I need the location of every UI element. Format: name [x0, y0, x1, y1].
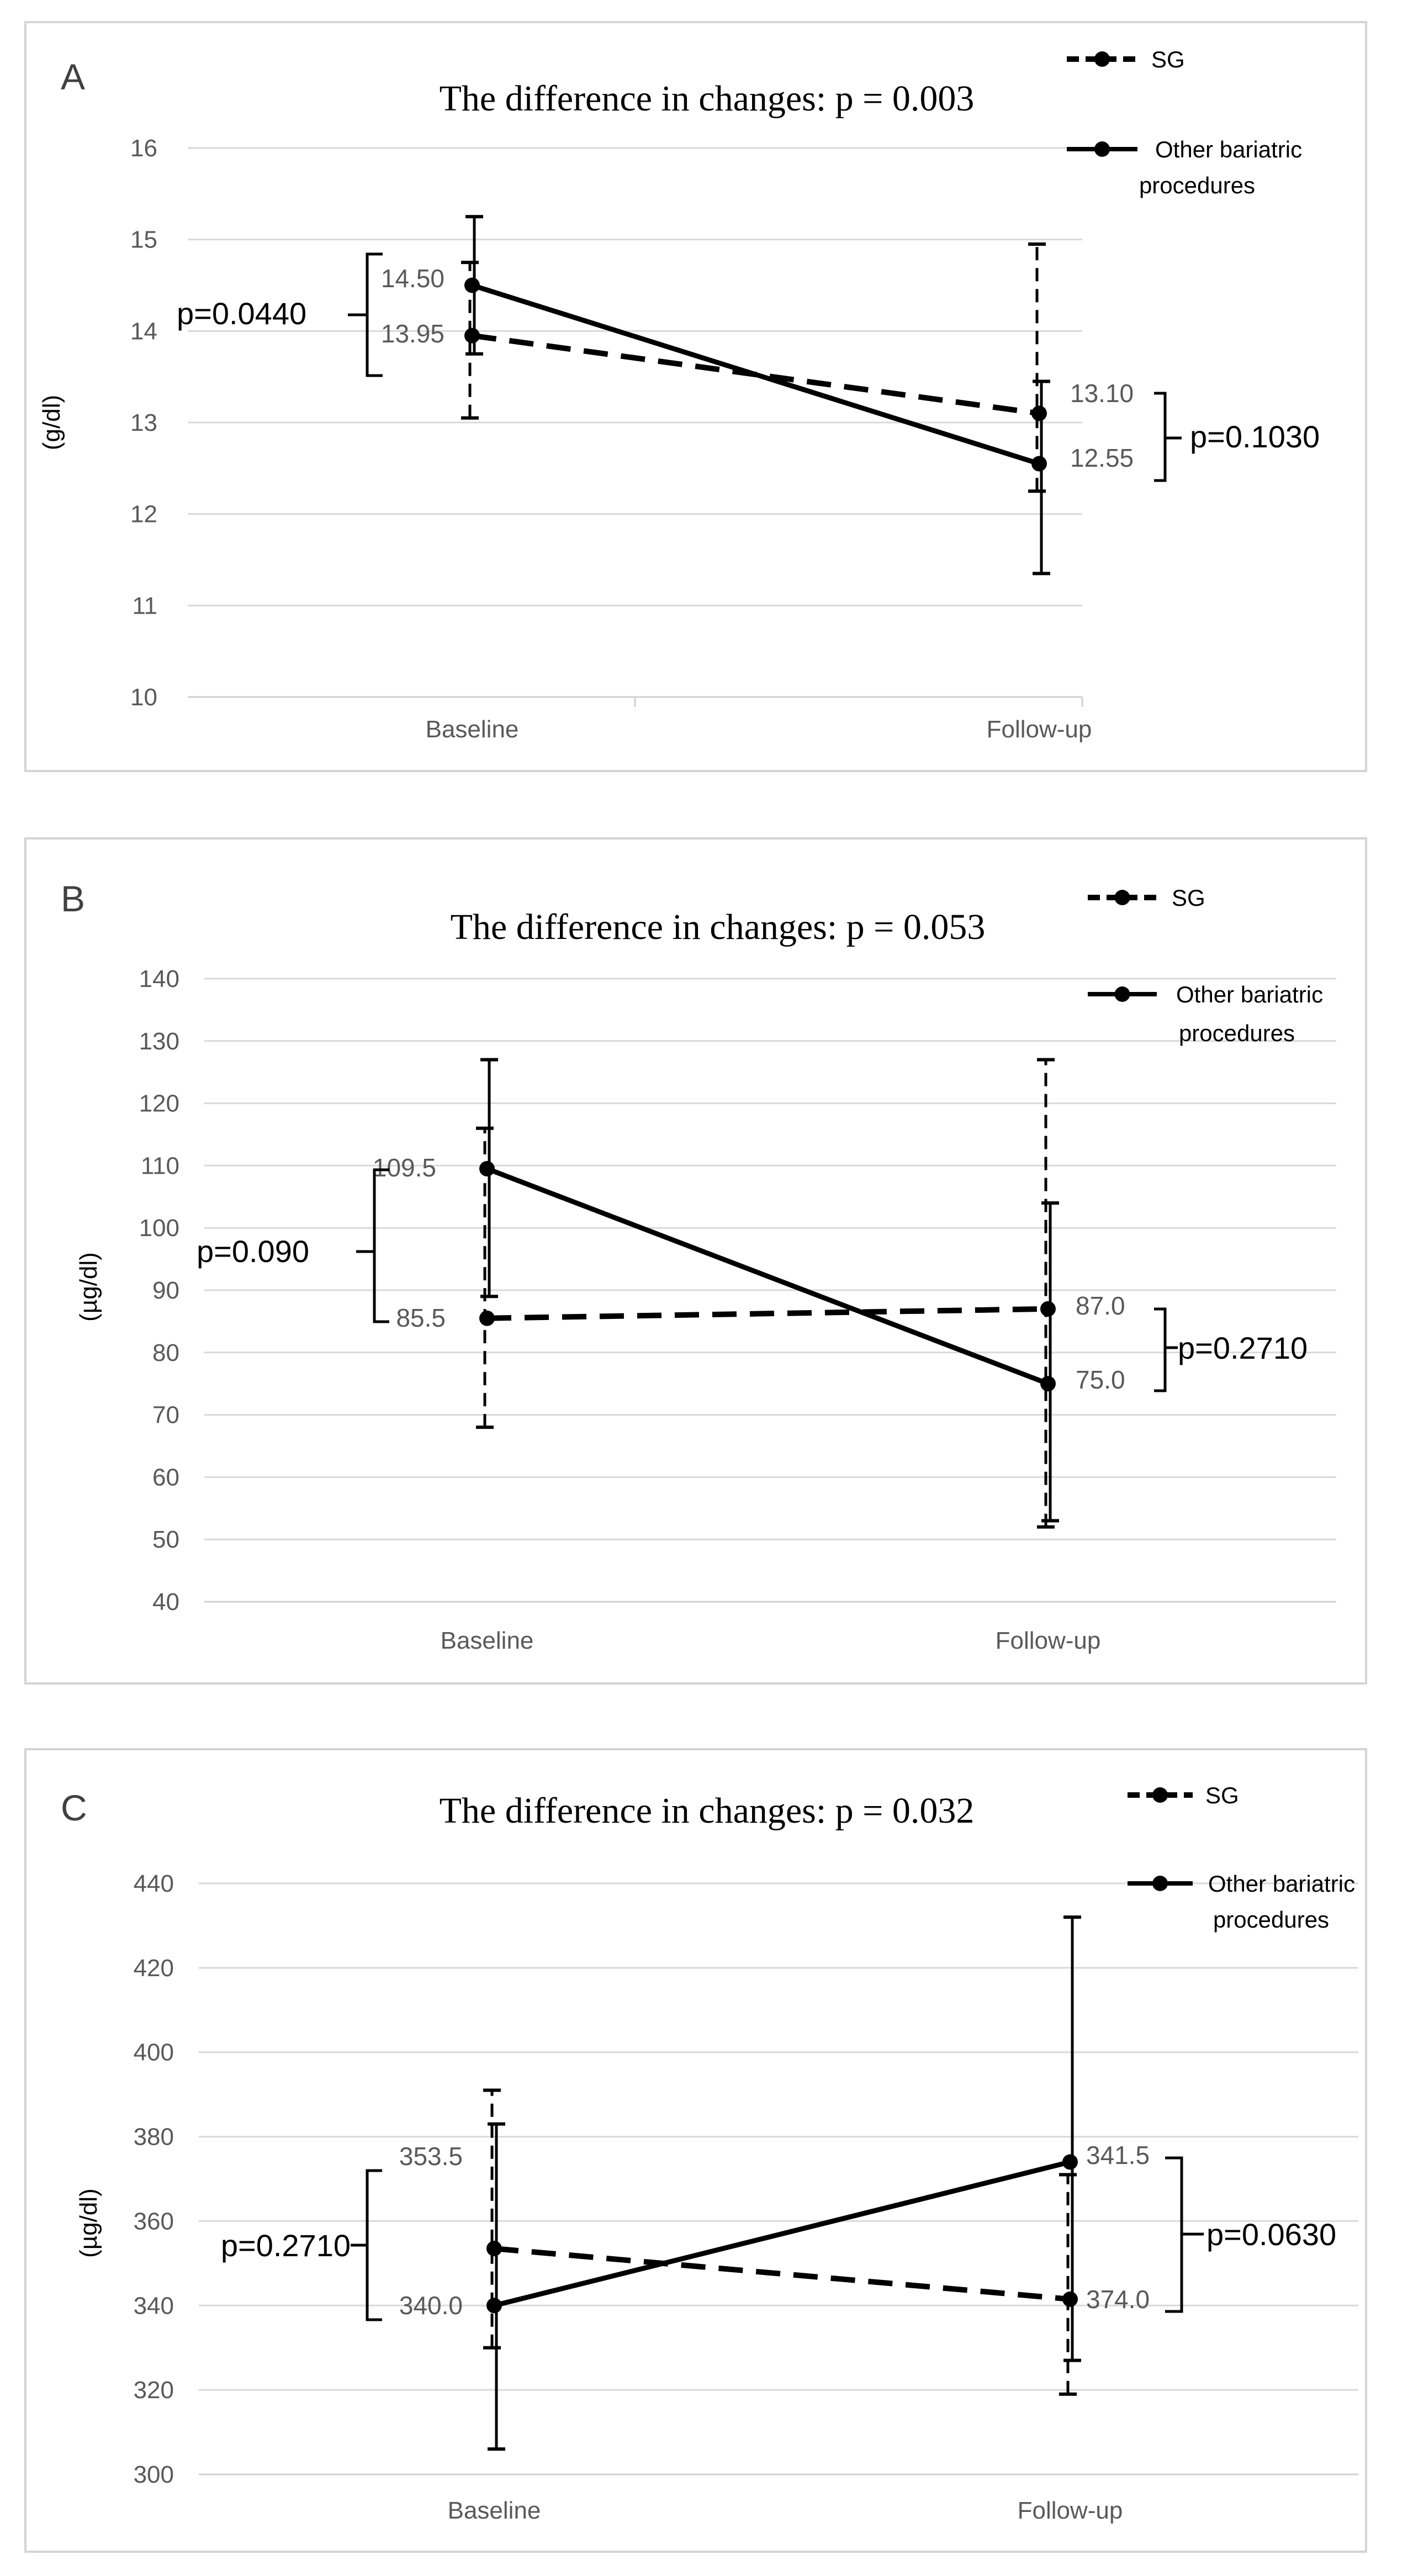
y-tick-label: 140 [139, 965, 179, 993]
sg-data-point [464, 328, 480, 344]
sg-data-point [486, 2241, 502, 2257]
chart-panel-c: C The difference in changes: p = 0.032 300… [24, 1748, 1367, 2553]
other-followup-value-label: 374.0 [1086, 2285, 1150, 2314]
y-tick-label: 120 [139, 1090, 179, 1117]
x-category-label: Baseline [426, 716, 519, 743]
legend-other-marker [1152, 1876, 1168, 1891]
chart-title: The difference in changes: p = 0.032 [440, 1791, 975, 1831]
x-category-label: Baseline [448, 2497, 541, 2524]
legend-sg-marker [1114, 890, 1130, 905]
x-category-label: Follow-up [1018, 2497, 1123, 2524]
y-tick-label: 300 [134, 2461, 174, 2488]
y-tick-label: 10 [130, 684, 157, 711]
y-tick-label: 380 [134, 2124, 174, 2151]
y-tick-label: 360 [134, 2208, 174, 2235]
y-tick-label: 14 [130, 318, 157, 345]
panel-frame [24, 1748, 1367, 2553]
y-tick-label: 340 [134, 2292, 174, 2319]
other-data-point [1031, 456, 1047, 472]
other-baseline-value-label: 14.50 [381, 264, 444, 293]
y-tick-label: 16 [130, 135, 157, 162]
sg-data-point [1031, 405, 1047, 421]
other-baseline-value-label: 109.5 [373, 1153, 436, 1182]
legend-sg-marker [1094, 51, 1110, 67]
y-tick-label: 12 [130, 501, 157, 528]
legend-other-label: Other bariatric procedures [1139, 136, 1302, 198]
sg-followup-value-label: 13.10 [1070, 379, 1134, 408]
legend-sg-label: SG [1151, 46, 1185, 72]
p-value-bracket [1154, 1307, 1167, 1392]
panel-letter: B [61, 878, 85, 919]
y-tick-label: 110 [141, 1152, 179, 1179]
panel-letter: A [61, 56, 85, 97]
other-data-point [464, 277, 480, 293]
y-tick-label: 40 [152, 1588, 179, 1616]
other-data-point [486, 2298, 502, 2314]
y-tick-label: 130 [139, 1028, 179, 1055]
x-category-label: Follow-up [987, 716, 1092, 743]
sg-baseline-value-label: 13.95 [381, 319, 444, 348]
y-tick-label: 70 [152, 1402, 179, 1429]
y-tick-label: 320 [134, 2377, 174, 2404]
sg-data-point [1062, 2291, 1078, 2307]
legend-sg-marker [1152, 1787, 1168, 1803]
legend-other-label: Other bariatric procedures [1176, 981, 1323, 1046]
other-baseline-value-label: 340.0 [399, 2291, 463, 2320]
chart-title: The difference in changes: p = 0.003 [440, 78, 975, 119]
panel-letter: C [61, 1787, 87, 1828]
sg-baseline-value-label: 353.5 [399, 2142, 463, 2171]
sg-followup-value-label: 341.5 [1086, 2141, 1150, 2169]
y-tick-label: 11 [132, 592, 157, 619]
y-tick-label: 90 [152, 1277, 179, 1304]
y-axis-label: (g/dl) [38, 395, 65, 450]
panel-frame [24, 21, 1367, 772]
sg-series-line [486, 1306, 1049, 1321]
legend-sg-label: SG [1172, 885, 1205, 911]
legend-other-marker [1114, 986, 1130, 1002]
baseline-p-value: p=0.0440 [177, 296, 306, 331]
y-axis-label: (µg/dl) [75, 2188, 102, 2258]
y-tick-label: 60 [152, 1464, 179, 1491]
y-tick-label: 13 [130, 409, 157, 436]
y-tick-label: 50 [152, 1526, 179, 1553]
other-followup-value-label: 12.55 [1070, 444, 1134, 472]
other-followup-value-label: 75.0 [1076, 1365, 1125, 1394]
other-series-line [486, 1166, 1049, 1386]
legend-other-marker [1094, 141, 1110, 157]
y-tick-label: 400 [134, 2039, 174, 2066]
followup-p-value: p=0.0630 [1206, 2217, 1336, 2252]
other-data-point [1040, 1376, 1056, 1392]
other-series-line [493, 2160, 1071, 2308]
other-series-line [471, 283, 1040, 466]
y-tick-label: 80 [152, 1339, 179, 1366]
chart-title: The difference in changes: p = 0.053 [451, 907, 986, 947]
legend-other-label: Other bariatric procedures [1208, 1871, 1355, 1933]
sg-followup-value-label: 87.0 [1076, 1291, 1125, 1320]
y-tick-label: 440 [134, 1870, 174, 1897]
chart-panel-a: A The difference in changes: p = 0.003 10 1… [24, 21, 1367, 772]
chart-panel-b: B The difference in changes: p = 0.053 40 5… [24, 837, 1367, 1685]
baseline-p-value: p=0.090 [197, 1234, 309, 1269]
followup-p-value: p=0.2710 [1178, 1331, 1308, 1365]
legend-sg-label: SG [1205, 1782, 1239, 1808]
x-category-label: Follow-up [996, 1627, 1101, 1654]
y-tick-label: 100 [139, 1215, 179, 1242]
other-data-point [1062, 2154, 1078, 2170]
y-tick-label: 420 [134, 1955, 174, 1982]
y-axis-label: (µg/dl) [75, 1252, 102, 1322]
sg-series-line [494, 2246, 1071, 2302]
baseline-p-value: p=0.2710 [221, 2228, 351, 2263]
p-value-bracket [373, 1168, 389, 1323]
sg-data-point [1040, 1301, 1056, 1317]
x-category-label: Baseline [441, 1627, 534, 1654]
y-tick-label: 15 [130, 226, 157, 254]
followup-p-value: p=0.1030 [1190, 419, 1320, 454]
other-data-point [479, 1161, 495, 1177]
sg-baseline-value-label: 85.5 [396, 1303, 446, 1332]
sg-data-point [479, 1310, 495, 1326]
